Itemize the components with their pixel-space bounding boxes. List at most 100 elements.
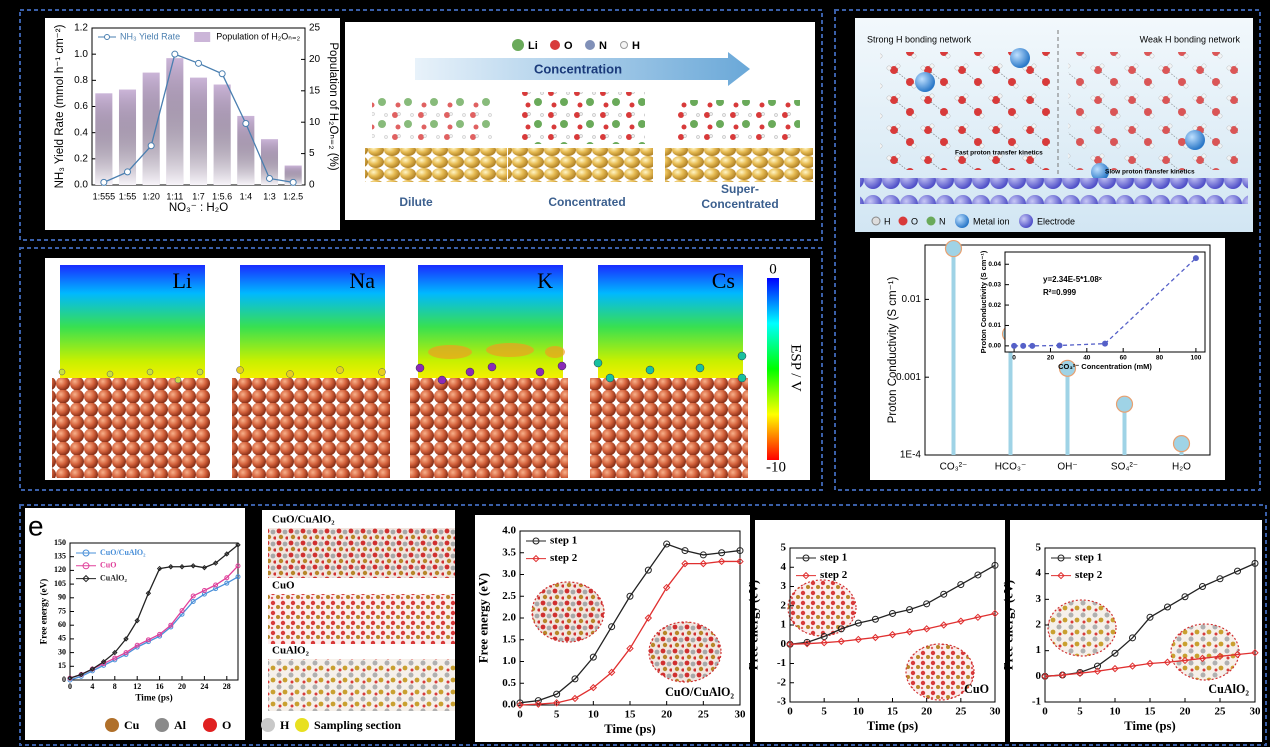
marker [854,635,863,644]
x-tick-label: 25 [698,708,710,720]
structure-image [268,594,455,644]
marker [145,637,151,643]
chart: -3 -2 -1 0 1 2 3 4 5 0 5 10 15 20 25 30 Time (ps) Free en… [747,542,1001,734]
y-tick-label: 0.4 [74,127,88,138]
marker [67,675,73,681]
marker [1076,669,1084,677]
y-tick-label: 1.0 [74,49,88,60]
y-tick-label: 3.5 [502,546,516,558]
structure-label: CuAlO₂ [272,645,310,657]
legend-label: step 2 [820,569,848,581]
marker [607,668,616,677]
structure-image [268,528,455,578]
y-tick-label: 4 [1036,567,1042,579]
water-network [880,52,1050,170]
marker [190,563,196,569]
bar-shade [142,72,160,185]
y-tick-label: -1 [777,657,786,669]
arrow-label: Concentration [534,61,622,76]
marker [974,613,982,622]
y-tick-label: 2.5 [502,590,516,602]
marker [1234,567,1241,575]
marker [224,551,230,557]
arrow [415,52,750,86]
y2-tick-label: 25 [309,23,321,34]
marker [534,700,543,708]
x-tick-label: 1:7 [192,191,205,201]
snapshot [1170,623,1240,681]
frame [19,9,823,241]
marker [1129,634,1136,642]
marker [156,565,163,572]
y2-tick-label: 0 [309,180,315,191]
legend-icon [203,718,217,732]
y2-tick-label: 15 [309,85,321,96]
point [1192,255,1199,262]
marker [1181,656,1189,665]
marker [134,617,140,624]
condition-label: Dilute [399,195,433,209]
y-tick-label: 0.00 [988,343,1001,350]
annotation: y=2.34E-5*1.08ˣ [1043,275,1102,284]
marker [1198,654,1207,663]
x-tick-label: HCO₃⁻ [995,462,1027,473]
legend-label: Sampling section [314,718,401,732]
y-tick-label: 0.0 [502,699,516,711]
marker [888,630,897,639]
head [1172,435,1191,453]
line [519,560,740,706]
snapshot [905,643,975,701]
marker [644,614,653,622]
y-tick-label: 0.0 [74,180,88,191]
legend-icon [295,718,309,732]
frame [19,504,1267,746]
y-tick-label: 0.02 [988,302,1001,309]
legend-label: step 1 [550,535,577,547]
marker [112,655,118,661]
colorbar-label: ESP / V [788,344,804,392]
marker [803,639,811,648]
y-tick-label: 0.03 [988,281,1001,288]
y-tick-label: 2 [781,599,787,611]
marker [1128,662,1137,670]
marker [1163,658,1172,666]
marker [626,592,634,600]
substrate [665,148,813,182]
line [519,543,741,704]
annotation: CuO/CuAlO₂ [665,685,734,699]
annotation: R²=0.999 [1043,288,1077,297]
marker [663,540,671,548]
y-axis-label: Free energy (eV) [747,580,761,670]
marker [940,590,948,598]
y-tick-label: 1 [781,619,787,631]
kinetics-note: Fast proton transfer kinetics [955,150,1043,157]
y-tick-label: 0.001 [896,372,921,383]
y-tick-label: 0.2 [74,153,88,164]
x-axis-label: Time (ps) [867,719,918,733]
esp-slab: K [410,265,568,478]
x-tick-label: 15 [887,705,899,717]
colorbar [767,278,779,460]
x-tick-label: 1:20 [142,191,160,201]
x-tick-label: 1:3 [263,191,276,201]
esp-slab: Cs [590,265,748,478]
x-tick-label: 10 [588,708,600,720]
x-tick-label: 0 [1012,355,1016,362]
y-tick-label: 0.04 [988,261,1001,268]
chart: 0.0 0.5 1.0 1.5 2.0 2.5 3.0 3.5 4.0 0 5 10 15 20 25 30 T… [477,525,746,737]
marker [681,547,689,555]
marker [1216,652,1224,661]
x-tick-label: 1:5.6 [212,191,232,201]
line [789,612,996,645]
marker [626,644,634,653]
y-tick-label: 90 [58,593,66,602]
marker [289,178,297,186]
legend-label: H [884,216,891,226]
legend-label: H [632,40,640,52]
x-tick-label: H₂O [1172,462,1191,473]
marker [1216,575,1224,583]
legend-icon [1019,214,1033,228]
legend-icon [261,718,275,732]
legend-label: CuO [100,561,116,570]
marker [717,557,726,566]
